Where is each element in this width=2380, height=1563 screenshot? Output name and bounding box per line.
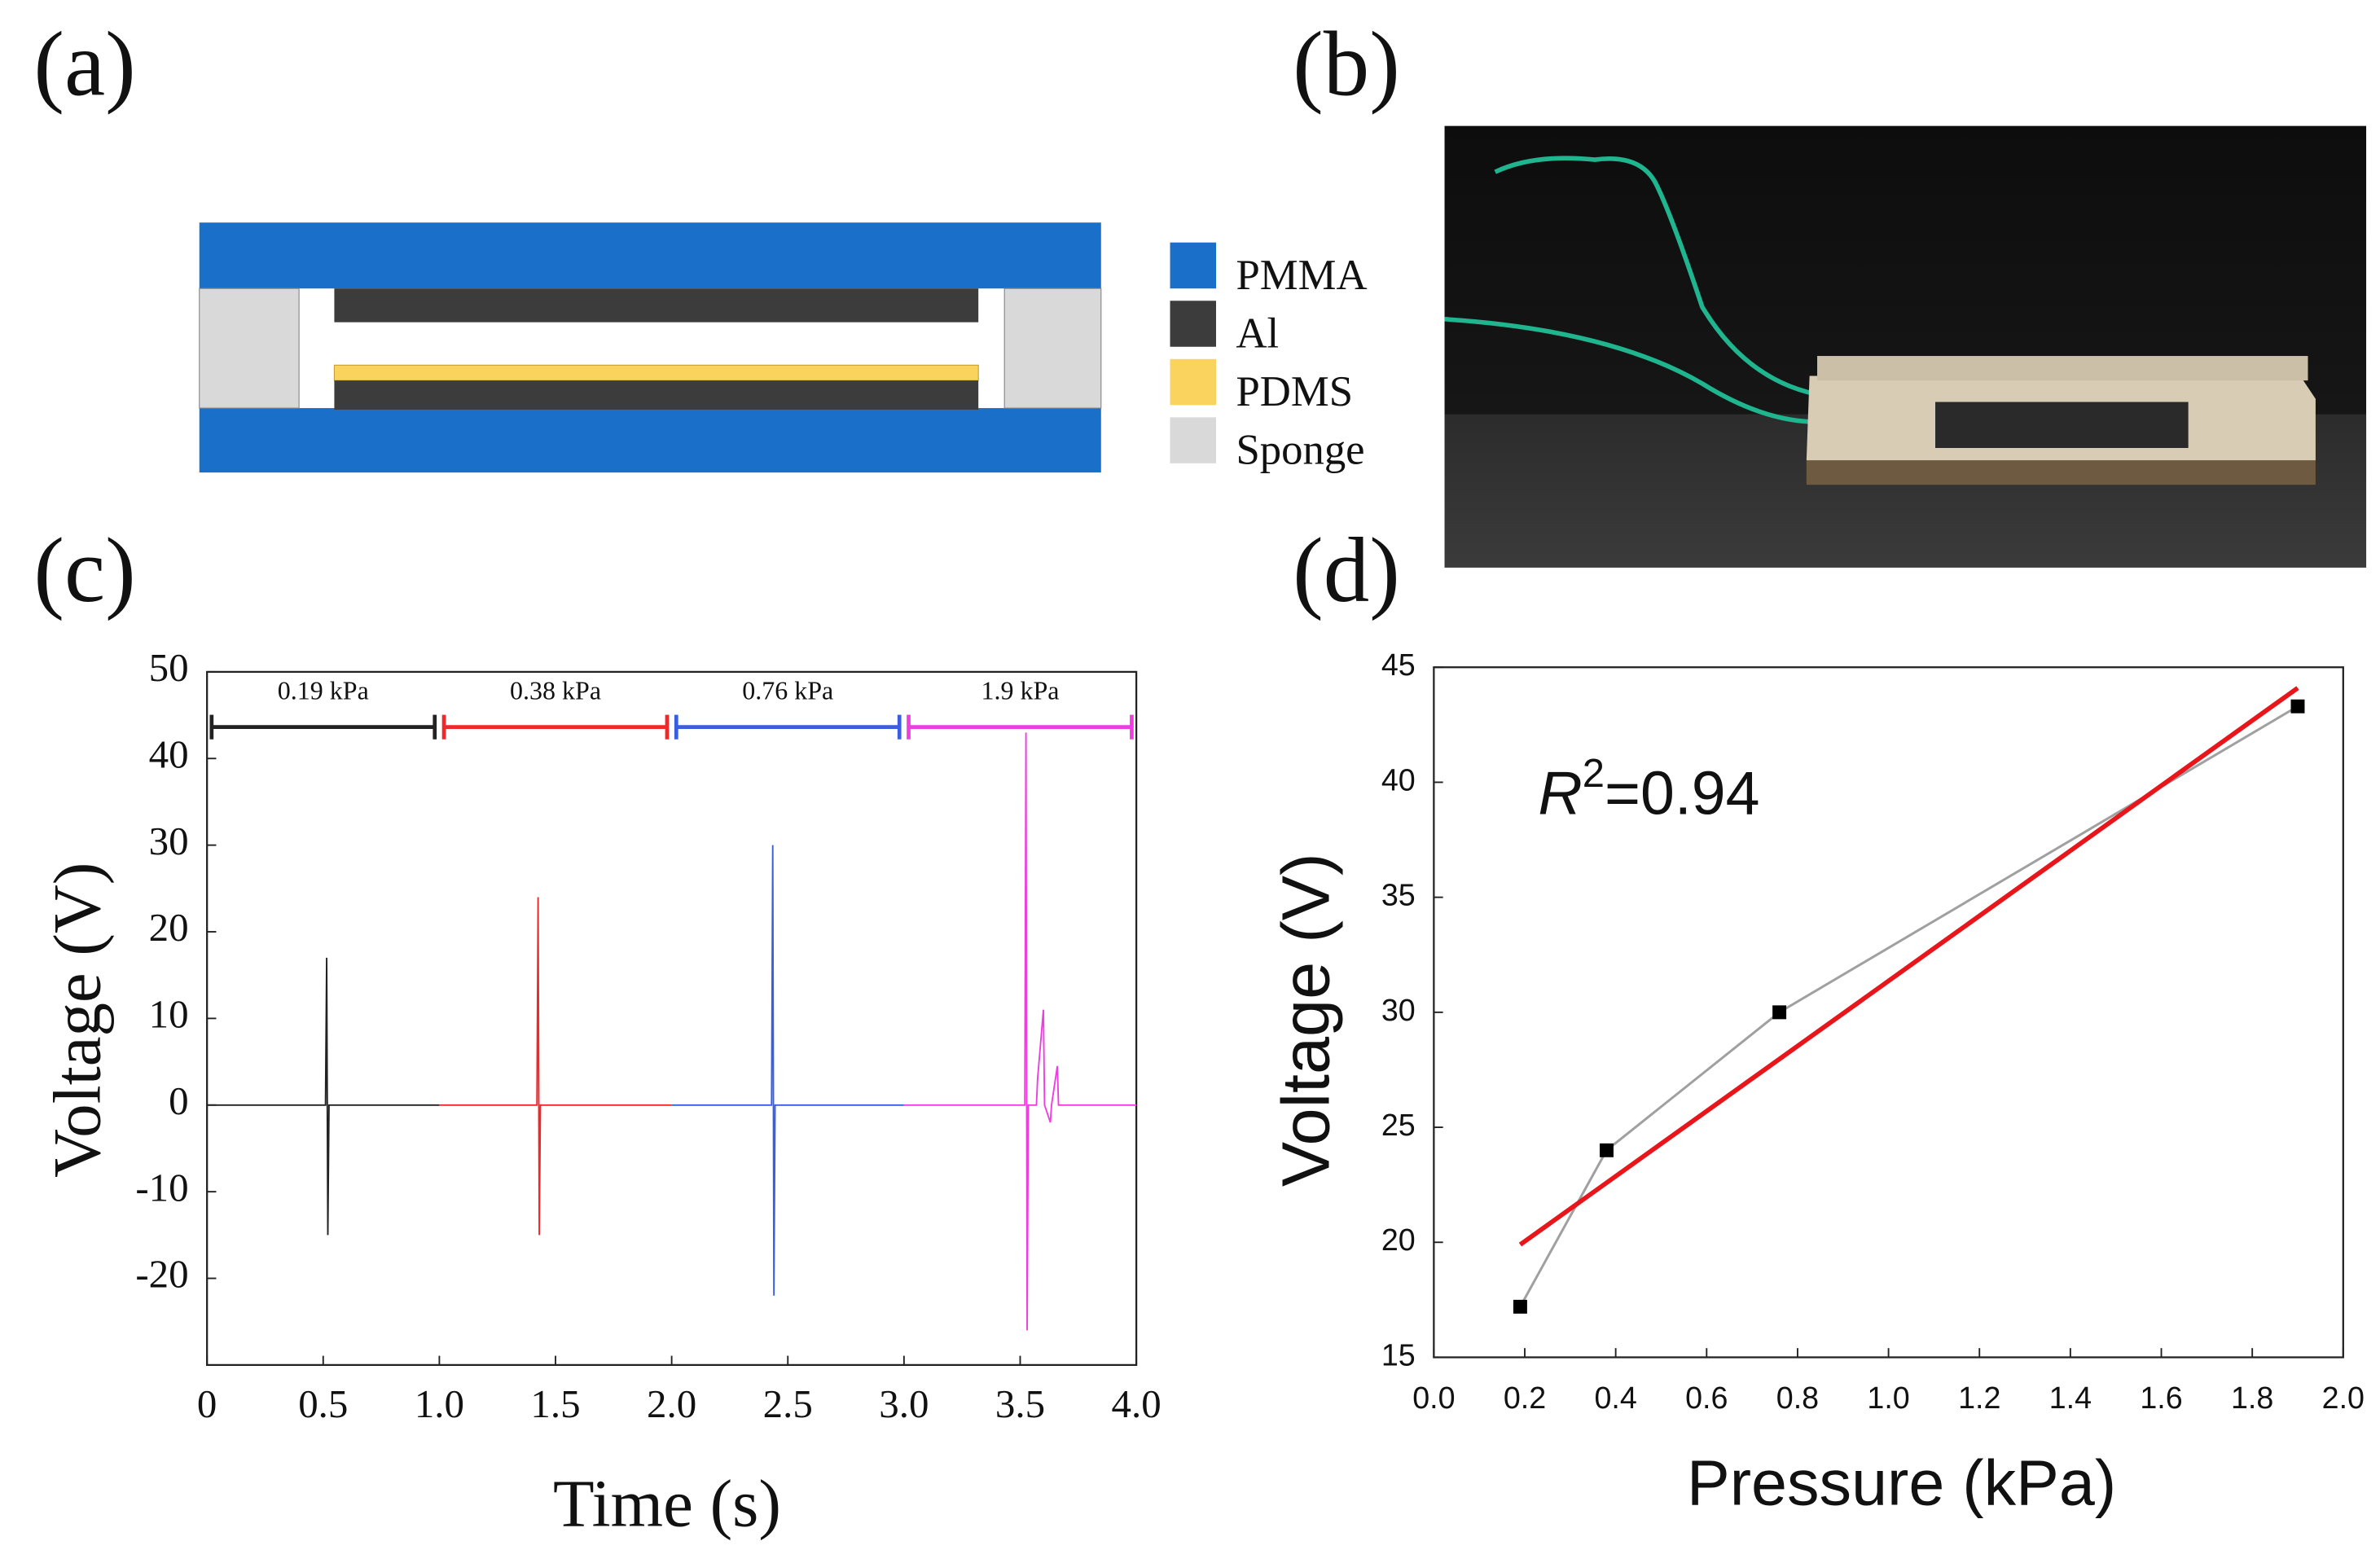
x-axis-label: Time (s) (553, 1466, 781, 1541)
x-tick-label: 0.5 (298, 1381, 348, 1426)
wire (1444, 317, 1818, 424)
legend-swatch (1170, 301, 1217, 347)
panel-label: (a) (33, 14, 135, 116)
x-tick-label: 3.5 (995, 1381, 1045, 1426)
data-line (671, 845, 904, 1296)
x-tick-label: 2.0 (2322, 1381, 2365, 1415)
y-tick-label: 35 (1381, 878, 1416, 912)
series-label: 0.19 kPa (278, 676, 369, 705)
legend-label: Sponge (1236, 427, 1364, 474)
legend-swatch (1170, 417, 1217, 463)
series-label: 0.38 kPa (510, 676, 601, 705)
plot-frame (206, 670, 1138, 1367)
x-tick-label: 3.0 (879, 1381, 929, 1426)
panel-label: (c) (33, 520, 135, 621)
y-axis-label: Voltage (V) (1268, 853, 1344, 1187)
sponge (1003, 288, 1102, 409)
data-line (207, 957, 440, 1236)
al-top (334, 288, 979, 323)
x-tick-label: 1.5 (530, 1381, 580, 1426)
legend-label: PMMA (1236, 252, 1367, 299)
annotation-symbol: R (1538, 758, 1582, 827)
y-tick-label: 40 (149, 731, 189, 776)
legend-label: Al (1236, 310, 1279, 358)
range-bracket: 0.76 kPa (674, 676, 902, 740)
x-tick-label: 1.4 (2049, 1381, 2092, 1415)
y-axis-label: Voltage (V) (40, 863, 115, 1178)
panel-label: (d) (1293, 520, 1400, 621)
y-tick-label: 15 (1381, 1337, 1416, 1372)
x-tick-label: 0.4 (1594, 1381, 1636, 1415)
x-tick-label: 0 (197, 1381, 217, 1426)
legend-label: PDMS (1236, 368, 1353, 415)
y-tick-label: 20 (149, 905, 189, 950)
chart: 0 0.5 1.0 1.5 2.0 2.5 3.0 3.5 4.0 -20 -10 0 10 20 30 40… (40, 645, 1161, 1541)
x-tick-label: 0.0 (1412, 1381, 1455, 1415)
series-label: 1.9 kPa (981, 676, 1059, 705)
y-tick-label: 30 (1381, 993, 1416, 1027)
data-point (2290, 699, 2305, 713)
range-bracket: 0.38 kPa (441, 676, 670, 740)
x-tick-label: 0.8 (1776, 1381, 1819, 1415)
x-tick-label: 1.8 (2231, 1381, 2273, 1415)
x-tick-label: 0.6 (1685, 1381, 1728, 1415)
data-line (439, 897, 672, 1236)
pdms (333, 364, 979, 381)
data-point (1772, 1005, 1787, 1020)
series-label: 0.76 kPa (742, 676, 833, 705)
annotation-exponent: 2 (1583, 752, 1605, 796)
x-tick-label: 0.2 (1504, 1381, 1546, 1415)
wire (1494, 156, 1825, 398)
y-tick-label: 45 (1381, 648, 1416, 682)
y-tick-label: 0 (169, 1078, 188, 1123)
data-line (903, 732, 1137, 1331)
data-point (1600, 1143, 1614, 1157)
x-tick-label: 1.2 (1958, 1381, 2000, 1415)
fit-line (1518, 686, 2299, 1247)
x-tick-label: 2.5 (763, 1381, 813, 1426)
device-top (1817, 356, 2308, 381)
y-tick-label: 50 (149, 645, 189, 690)
y-tick-label: 40 (1381, 762, 1416, 797)
x-tick-label: 1.0 (1867, 1381, 1909, 1415)
x-axis-label: Pressure (kPa) (1687, 1446, 2116, 1518)
legend-swatch (1170, 358, 1217, 406)
al-bottom (334, 380, 979, 410)
schematic (199, 222, 1102, 473)
annotation-text: =0.94 (1605, 758, 1760, 827)
y-tick-label: 30 (149, 819, 189, 863)
y-tick-label: -20 (135, 1252, 188, 1297)
sponge (199, 288, 300, 409)
data-line (1519, 705, 2299, 1308)
annotation: R2=0.94 (1538, 752, 1759, 827)
y-tick-label: 25 (1381, 1108, 1416, 1142)
photo (1444, 125, 2367, 568)
pmma-top (199, 222, 1101, 289)
range-bracket: 1.9 kPa (907, 676, 1134, 740)
x-tick-label: 1.6 (2140, 1381, 2182, 1415)
range-bracket: 0.19 kPa (209, 676, 437, 740)
panel-label: (b) (1293, 14, 1400, 116)
legend-swatch (1170, 242, 1217, 289)
x-tick-label: 4.0 (1112, 1381, 1161, 1426)
chart: 0.0 0.2 0.4 0.6 0.8 1.0 1.2 1.4 1.6 1.8 2.0 15 20 25 3… (1268, 648, 2365, 1518)
device-gap (1935, 402, 2189, 449)
x-tick-label: 2.0 (647, 1381, 696, 1426)
y-tick-label: 10 (149, 992, 189, 1037)
device-base (1806, 460, 2316, 485)
pmma-bottom (199, 408, 1101, 473)
y-tick-label: 20 (1381, 1223, 1416, 1257)
x-tick-label: 1.0 (415, 1381, 464, 1426)
y-tick-label: -10 (135, 1165, 188, 1210)
data-point (1513, 1299, 1527, 1314)
